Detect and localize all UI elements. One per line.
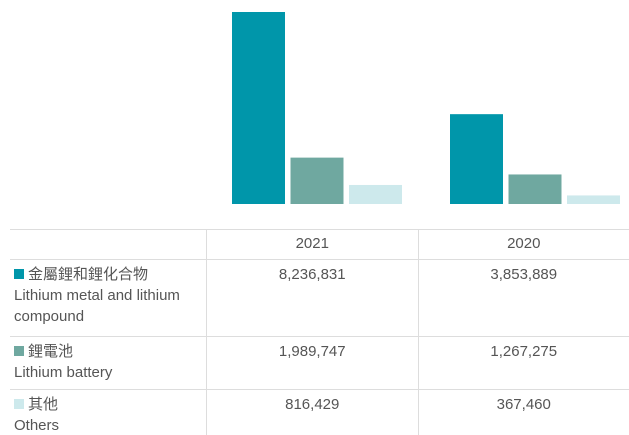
label-line: 其他 [14,394,206,415]
bar [567,195,620,204]
bar [450,114,503,204]
value-cell: 367,460 [417,390,629,435]
bar [349,184,402,204]
table-row: 其他 Others 816,429 367,460 [10,389,629,435]
row-label: 其他 Others [10,390,206,435]
value-cell: 1,989,747 [206,337,418,389]
bar [508,174,562,204]
value-cell: 1,267,275 [417,337,629,389]
series-name: 鋰電池 [28,343,74,360]
value-cell: 8,236,831 [206,260,418,336]
data-table: 2021 2020 金屬鋰和鋰化合物 Lithium metal and lithiu… [10,229,629,435]
legend-swatch [14,399,24,409]
table-row: 鋰電池 Lithium battery 1,989,747 1,267,275 [10,336,629,389]
corner-cell [10,230,206,259]
row-label: 鋰電池 Lithium battery [10,337,206,389]
series-name-en: Lithium metal and lithium compound [14,287,180,325]
legend-swatch [14,346,24,356]
label-line: 金屬鋰和鋰化合物 [14,264,206,285]
value-cell: 3,853,889 [417,260,629,336]
label-line: 鋰電池 [14,341,206,362]
table-row: 金屬鋰和鋰化合物 Lithium metal and lithium compou… [10,259,629,336]
series-name-en: Lithium battery [14,364,113,381]
bar [232,12,285,204]
series-name-en: Others [14,417,60,434]
legend-swatch [14,269,24,279]
header-cell: 2021 [206,230,418,259]
series-name: 金屬鋰和鋰化合物 [28,266,149,283]
header-row: 2021 2020 [10,229,629,259]
header-cell: 2020 [417,230,629,259]
series-name: 其他 [28,396,59,413]
value-cell: 816,429 [206,390,418,435]
row-label: 金屬鋰和鋰化合物 Lithium metal and lithium compou… [10,260,206,336]
chart [232,12,620,204]
bar [290,157,344,204]
